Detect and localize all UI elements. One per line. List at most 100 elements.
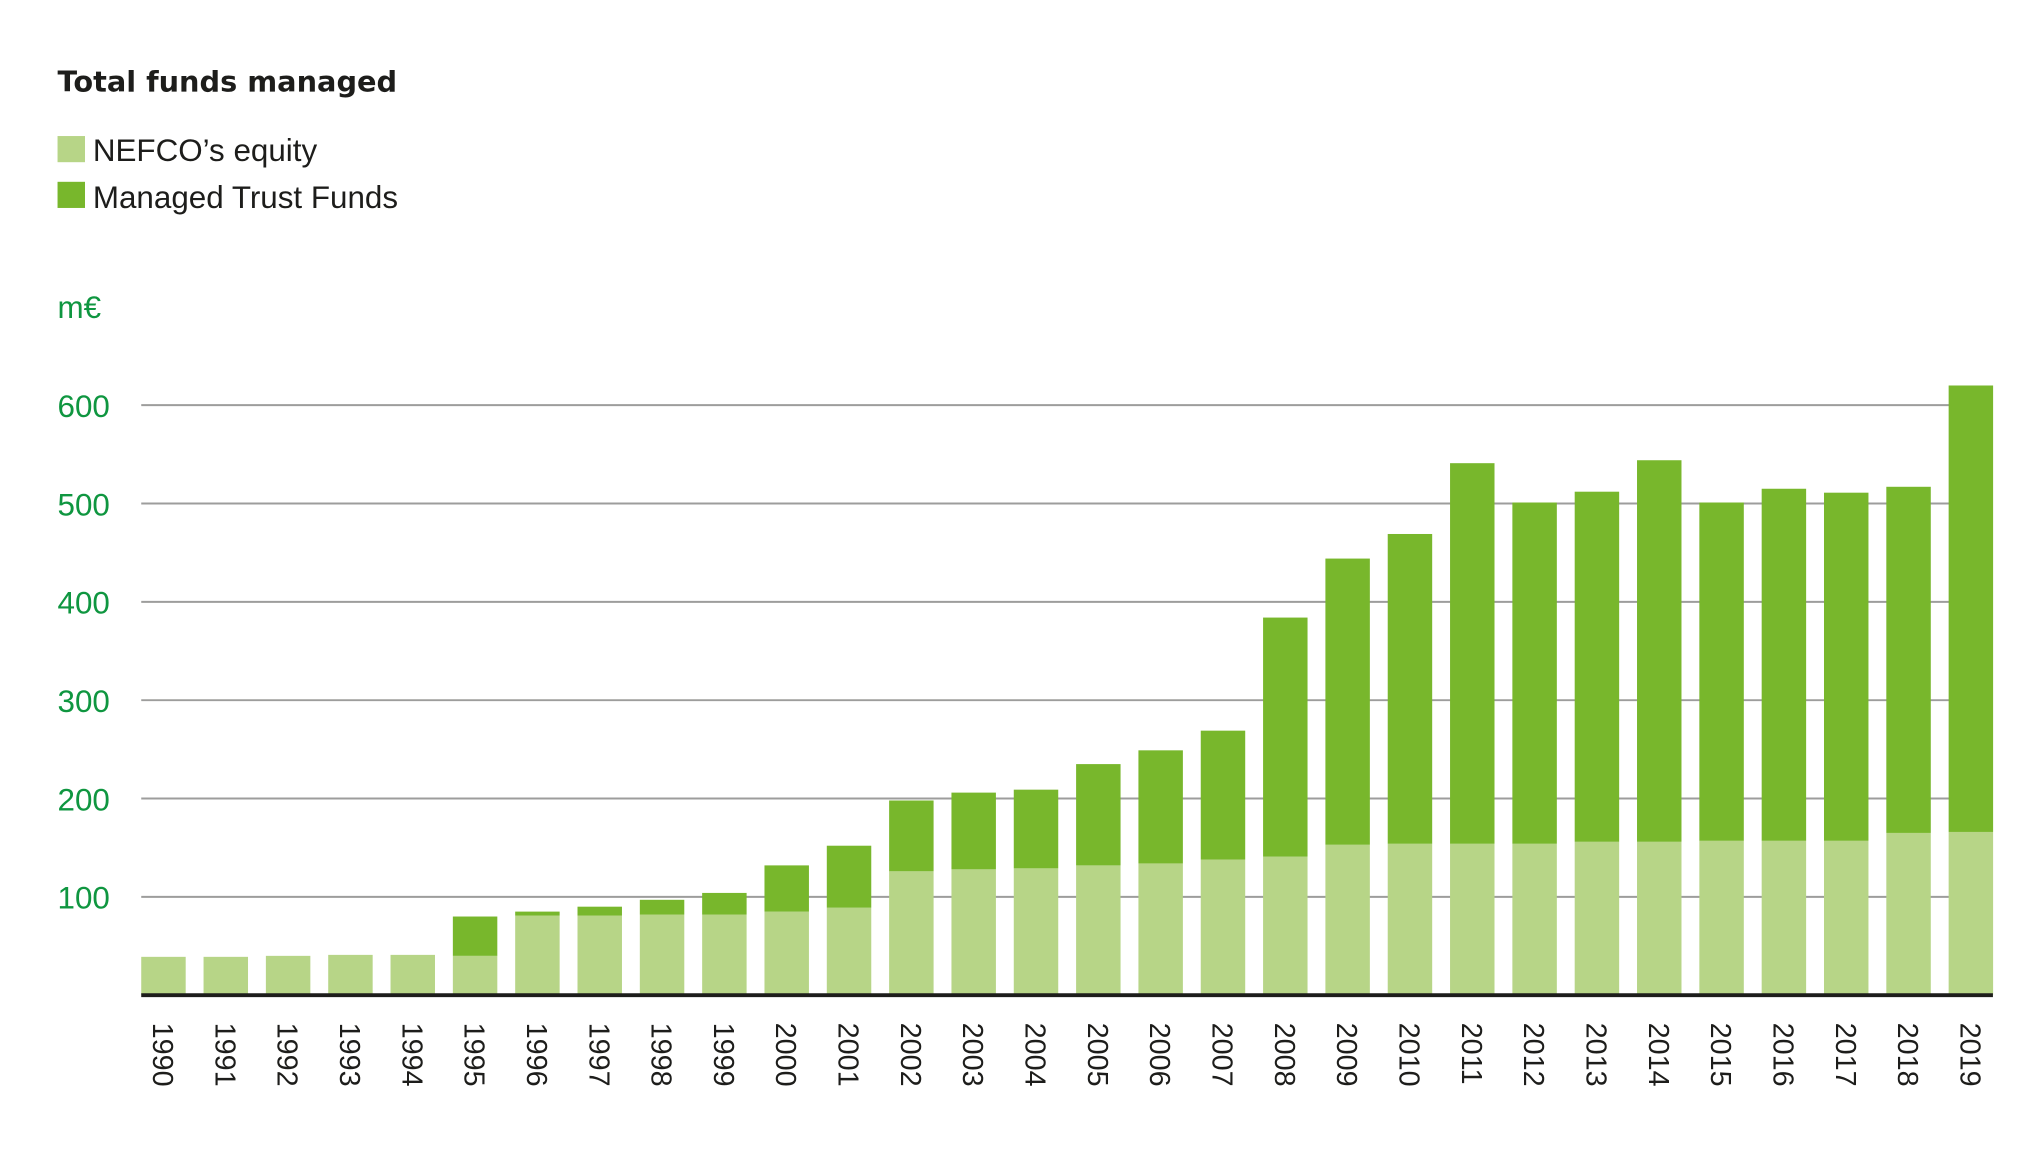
bar-equity [1761, 840, 1807, 996]
legend: NEFCO’s equity Managed Trust Funds [57, 133, 398, 215]
y-tick-label: 400 [58, 586, 110, 621]
bar-equity [1699, 840, 1744, 996]
x-tick-label: 2001 [832, 1023, 864, 1087]
legend-swatch-equity [57, 136, 85, 163]
bar-equity [1200, 859, 1246, 996]
bar-trust-funds [1699, 502, 1744, 841]
bar-equity [203, 956, 249, 996]
x-tick-label: 2011 [1455, 1023, 1487, 1085]
bar-trust-funds [1948, 385, 1994, 832]
y-tick-labels: 100 200 300 400 500 600 [58, 389, 110, 916]
legend-swatch-trust-funds [57, 181, 85, 208]
bar-trust-funds [1761, 488, 1807, 841]
x-tick-label: 1990 [146, 1023, 178, 1087]
bar-equity [1138, 863, 1183, 996]
bars [141, 385, 1994, 996]
bar-trust-funds [1013, 789, 1059, 869]
bar-equity [1574, 841, 1620, 996]
x-tick-label: 1995 [458, 1023, 490, 1087]
x-tick-label: 1997 [582, 1023, 614, 1087]
x-tick-label: 2005 [1081, 1023, 1113, 1087]
bar-trust-funds [1637, 460, 1682, 842]
bar-equity [951, 869, 996, 996]
x-tick-label: 2013 [1579, 1023, 1611, 1087]
bar-trust-funds [1263, 617, 1308, 857]
bar-equity [1886, 832, 1931, 996]
bar-equity [889, 871, 934, 996]
x-tick-label: 2003 [956, 1023, 988, 1087]
bar-equity [1948, 831, 1994, 996]
bar-equity [390, 954, 435, 996]
bar-equity [639, 914, 685, 996]
x-tick-label: 2010 [1392, 1023, 1424, 1087]
bar-equity [764, 911, 809, 996]
bar-equity [1512, 843, 1557, 996]
x-tick-label: 1993 [333, 1023, 365, 1087]
bar-trust-funds [1886, 486, 1931, 833]
bar-trust-funds [1200, 730, 1246, 860]
x-tick-label: 1994 [395, 1023, 427, 1087]
chart-title: Total funds managed [58, 65, 398, 99]
bar-trust-funds [639, 899, 685, 915]
legend-label-trust-funds: Managed Trust Funds [93, 180, 398, 215]
x-tick-label: 2017 [1829, 1023, 1861, 1087]
x-tick-label: 2016 [1766, 1023, 1798, 1087]
bar-equity [702, 914, 747, 996]
bar-trust-funds [1076, 764, 1121, 866]
bar-equity [515, 915, 560, 996]
bar-trust-funds [702, 892, 747, 915]
bar-equity [141, 956, 186, 996]
bar-equity [1263, 856, 1308, 996]
bar-equity [1637, 841, 1682, 996]
bar-trust-funds [1450, 463, 1495, 844]
bar-equity [1325, 844, 1370, 996]
bar-equity [328, 954, 373, 996]
x-tick-label: 1992 [271, 1023, 303, 1087]
bar-trust-funds [951, 792, 996, 870]
bar-equity [452, 955, 498, 996]
x-tick-label: 1991 [208, 1023, 240, 1087]
x-tick-label: 2019 [1953, 1023, 1985, 1087]
x-tick-label: 2008 [1268, 1023, 1300, 1087]
bar-equity [265, 955, 311, 996]
x-tick-label: 2002 [894, 1023, 926, 1087]
bar-trust-funds [577, 906, 622, 916]
bar-equity [1823, 840, 1869, 996]
x-tick-label: 1996 [520, 1023, 552, 1087]
bar-trust-funds [1325, 558, 1370, 845]
x-tick-label: 2015 [1704, 1023, 1736, 1087]
bar-trust-funds [889, 800, 934, 872]
x-tick-label: 2018 [1891, 1023, 1923, 1087]
x-tick-label: 2000 [769, 1023, 801, 1087]
x-tick-label: 1999 [707, 1023, 739, 1087]
bar-equity [577, 915, 622, 996]
bar-trust-funds [1574, 491, 1620, 842]
y-tick-label: 500 [58, 487, 110, 522]
x-tick-label: 1998 [645, 1023, 677, 1087]
x-tick-label: 2014 [1642, 1023, 1674, 1087]
bar-trust-funds [764, 865, 809, 912]
bar-trust-funds [1387, 533, 1433, 844]
bar-trust-funds [1138, 750, 1183, 864]
bar-trust-funds [1512, 502, 1557, 844]
y-tick-label: 300 [58, 684, 110, 719]
bar-equity [1013, 868, 1059, 996]
bar-equity [826, 907, 872, 996]
x-tick-label: 2009 [1330, 1023, 1362, 1087]
bar-equity [1387, 843, 1433, 996]
y-axis-unit: m€ [58, 290, 102, 325]
y-tick-label: 600 [58, 389, 110, 424]
bar-trust-funds [452, 916, 498, 956]
bar-trust-funds [515, 911, 560, 916]
bar-trust-funds [1823, 492, 1869, 841]
y-tick-label: 100 [58, 881, 110, 916]
x-tick-label: 2007 [1206, 1023, 1238, 1087]
y-tick-label: 200 [58, 782, 110, 817]
gridlines [141, 404, 1993, 898]
bar-equity [1076, 865, 1121, 996]
x-tick-labels: 1990 1991 1992 1993 1994 1995 1996 1997 1998 1999… [146, 1023, 1985, 1087]
x-tick-label: 2012 [1517, 1023, 1549, 1087]
x-tick-label: 2006 [1143, 1023, 1175, 1087]
bar-equity [1450, 843, 1495, 996]
